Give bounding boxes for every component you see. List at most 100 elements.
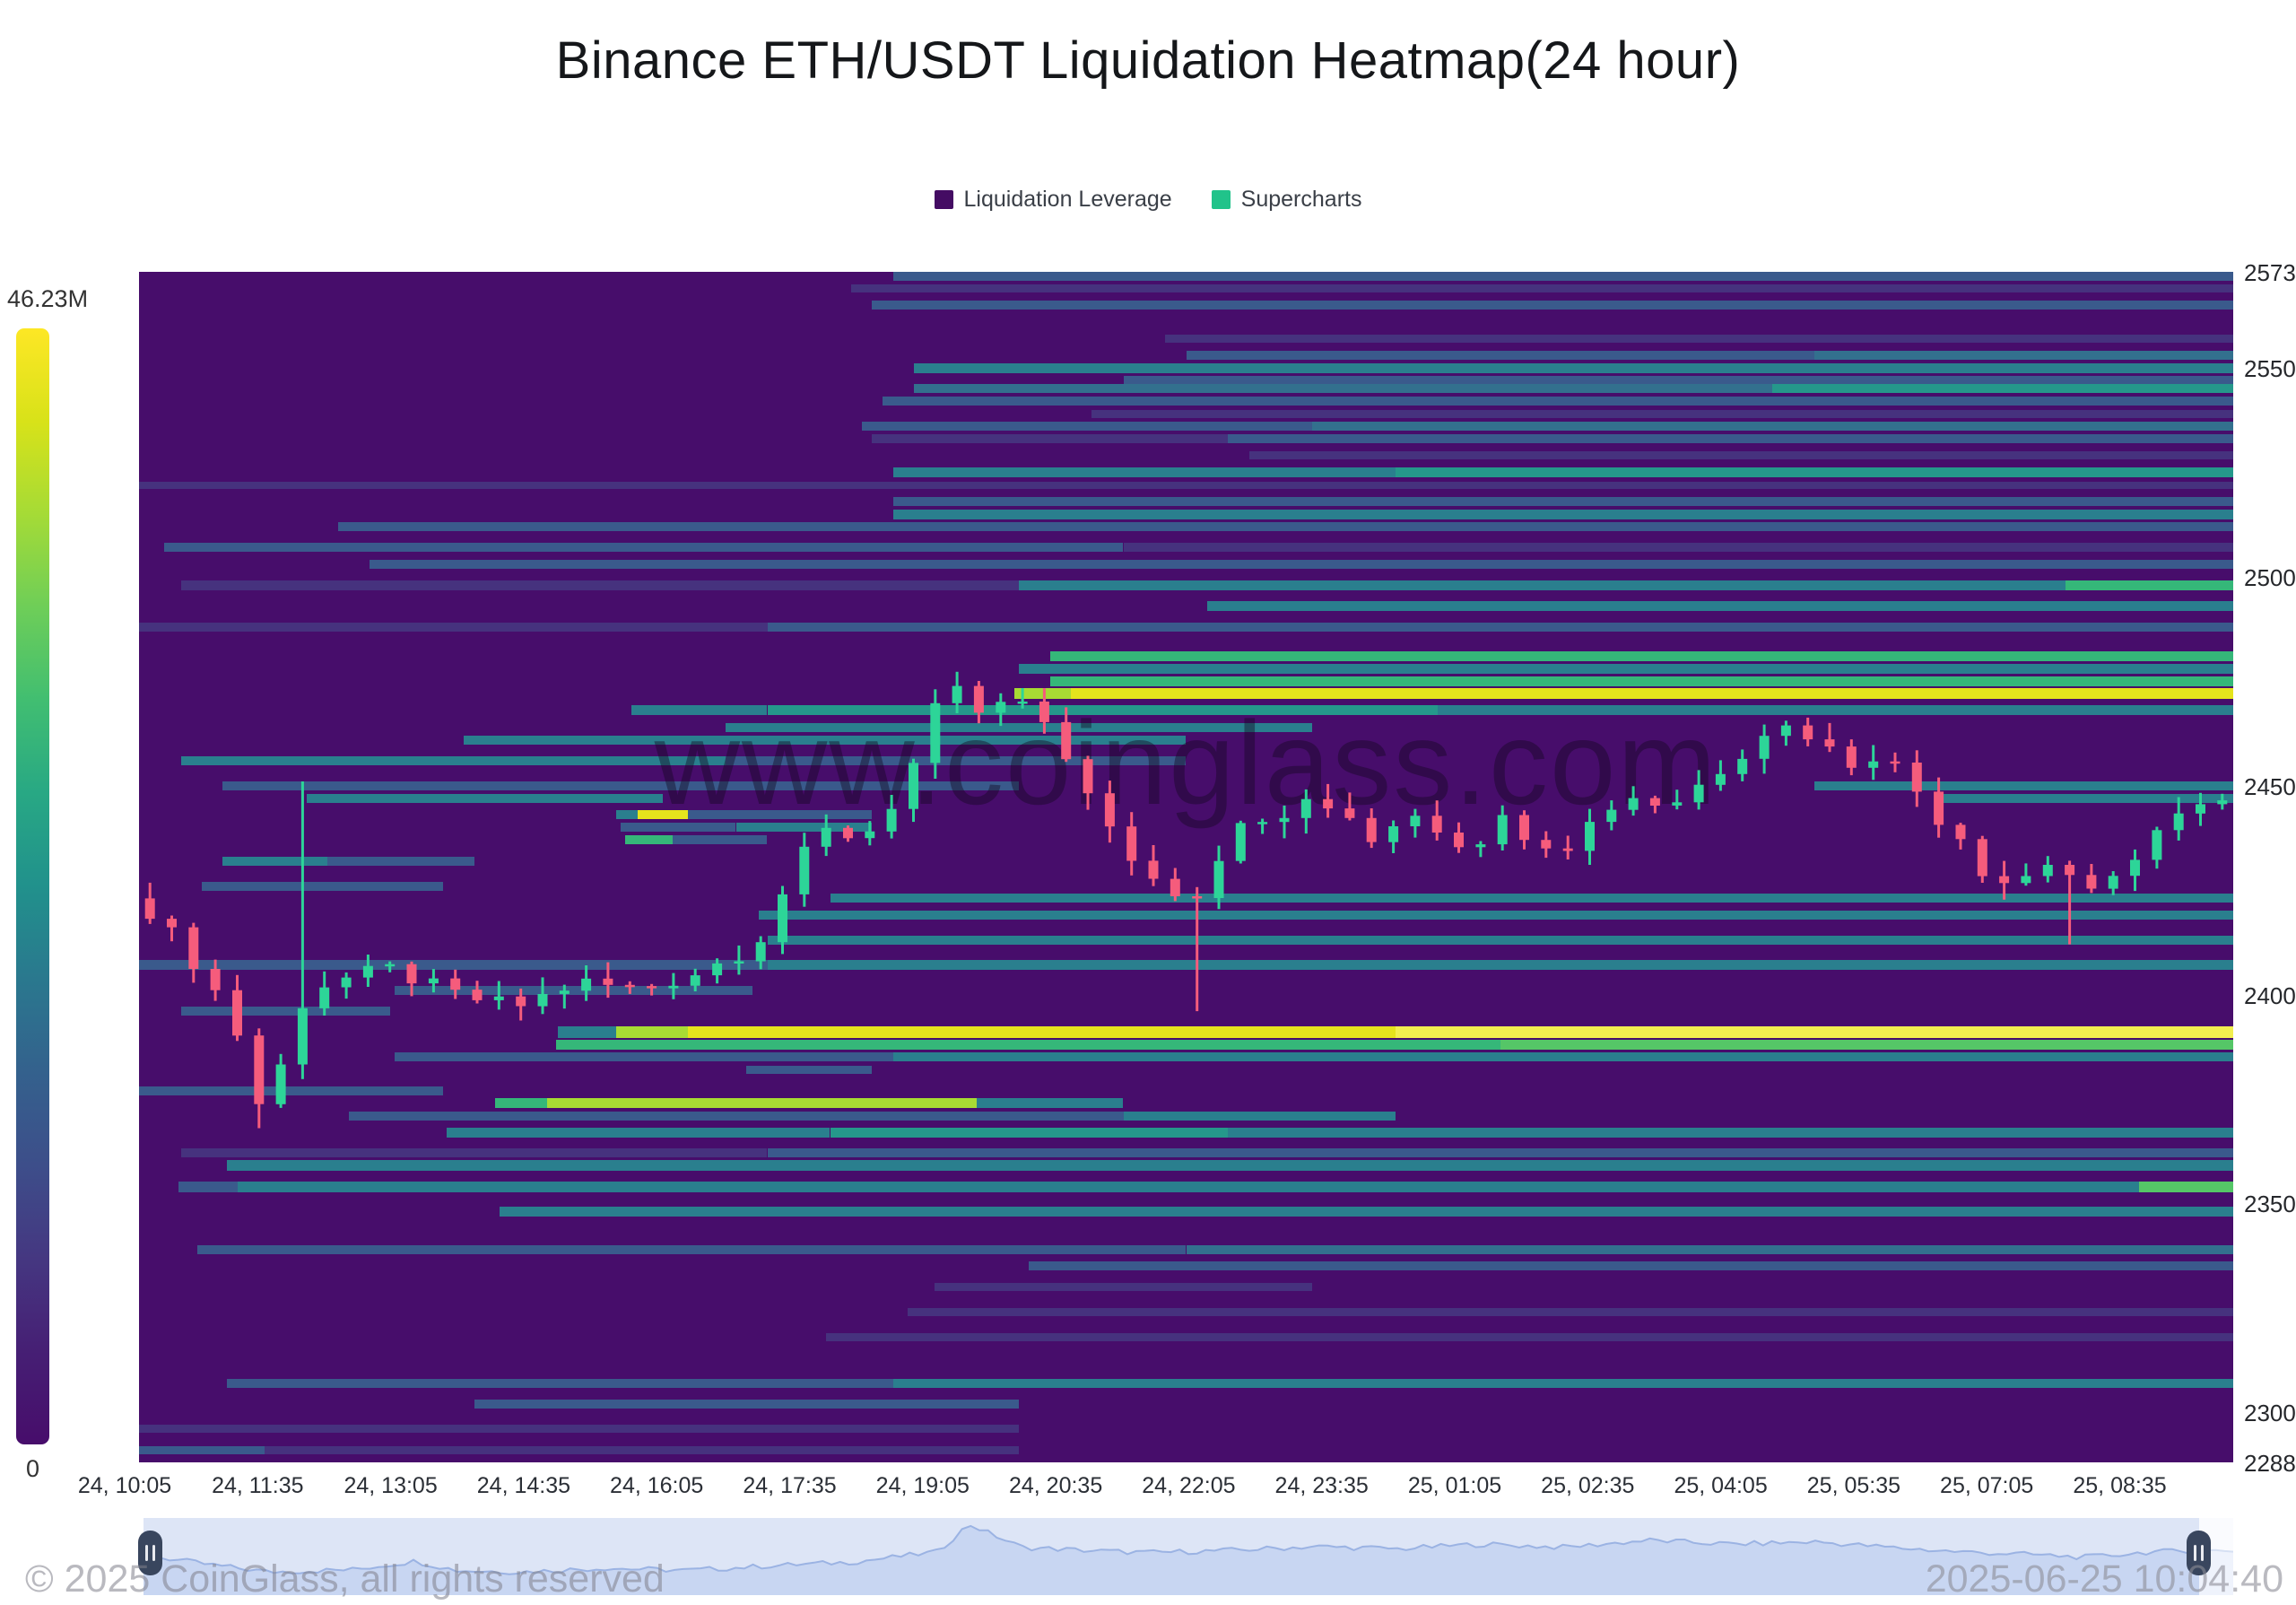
- navigator-area-chart: [144, 1524, 2233, 1595]
- candle-body: [1170, 878, 1180, 896]
- candle-body: [930, 702, 941, 763]
- liquidation-band: [1206, 601, 2233, 611]
- price-candlestick-layer: [144, 671, 2228, 1129]
- candle-body: [254, 1035, 265, 1104]
- candle-body: [341, 977, 352, 988]
- liquidation-band: [369, 559, 2233, 569]
- candle-body: [734, 961, 744, 964]
- time-axis-label: 24, 22:05: [1142, 1473, 1236, 1498]
- time-axis-label: 24, 13:05: [344, 1473, 438, 1498]
- liquidation-band: [139, 960, 768, 971]
- time-axis-label: 24, 20:35: [1008, 1473, 1103, 1498]
- candle-body: [712, 963, 723, 976]
- heatmap-plot-area[interactable]: www.coinglass.com: [139, 272, 2233, 1462]
- navigator-right-handle[interactable]: [2187, 1531, 2211, 1575]
- price-axis-label: 2300: [2244, 1400, 2296, 1427]
- candle-body: [2065, 865, 2075, 876]
- candle-body: [624, 984, 635, 988]
- liquidation-band: [1228, 1127, 2233, 1138]
- candle-body: [1475, 844, 1486, 848]
- liquidation-band: [616, 1025, 688, 1038]
- time-axis-label: 24, 23:35: [1274, 1473, 1369, 1498]
- candle-body: [1279, 817, 1290, 823]
- liquidation-band: [1248, 451, 2233, 460]
- candle-body: [275, 1064, 286, 1104]
- liquidation-band: [558, 1025, 617, 1038]
- liquidation-band: [2066, 580, 2233, 590]
- liquidation-band: [1071, 688, 2233, 700]
- candle-body: [1715, 773, 1726, 785]
- legend-item-supercharts[interactable]: Supercharts: [1211, 187, 1361, 213]
- snapshot-timestamp: 2025-06-25 10:04:40: [1925, 1557, 2283, 1601]
- candle-body: [952, 685, 962, 703]
- liquidation-band: [1014, 688, 1071, 700]
- candle-wick: [628, 981, 631, 994]
- candle-body: [1628, 798, 1639, 810]
- liquidation-band: [1186, 351, 1814, 361]
- candle-wick: [1196, 886, 1199, 1012]
- time-axis-label: 25, 01:05: [1407, 1473, 1502, 1498]
- candle-wick: [1261, 818, 1265, 834]
- liquidation-band: [227, 1160, 2233, 1172]
- liquidation-band: [139, 1086, 443, 1095]
- candle-body: [428, 978, 439, 984]
- candle-wick: [1828, 722, 1831, 753]
- candle-body: [2217, 800, 2228, 805]
- candle-body: [886, 808, 897, 832]
- liquidation-band: [1165, 335, 2233, 343]
- colorbar-gradient: [16, 328, 49, 1444]
- liquidation-band: [180, 1148, 768, 1158]
- price-axis-label: 2350: [2244, 1191, 2296, 1218]
- candle-body: [1104, 793, 1115, 827]
- liquidation-band: [348, 1111, 1124, 1121]
- liquidation-leverage-swatch-icon: [934, 190, 953, 209]
- navigator-left-handle[interactable]: [138, 1531, 162, 1575]
- liquidation-band: [447, 1127, 831, 1138]
- candle-body: [1977, 839, 1987, 877]
- liquidation-band: [237, 1181, 2139, 1192]
- liquidation-band: [222, 856, 328, 866]
- liquidation-band: [1018, 663, 2233, 674]
- liquidation-band: [327, 856, 474, 866]
- liquidation-band: [850, 284, 2233, 293]
- liquidation-band: [687, 810, 873, 820]
- liquidation-band: [139, 481, 2233, 489]
- liquidation-band: [914, 362, 2233, 373]
- liquidation-band: [914, 384, 1773, 394]
- candle-body: [2173, 813, 2184, 831]
- liquidation-band: [687, 1025, 1396, 1038]
- liquidation-band: [830, 1127, 1229, 1138]
- liquidation-band: [1228, 434, 2233, 444]
- liquidation-band: [1437, 705, 2233, 716]
- candle-body: [1780, 725, 1791, 737]
- candle-body: [1562, 848, 1573, 851]
- liquidation-band: [180, 1007, 391, 1016]
- price-axis-label: 2288: [2244, 1450, 2296, 1477]
- liquidation-band: [977, 1098, 1124, 1109]
- candle-wick: [1566, 835, 1570, 859]
- candle-body: [690, 975, 700, 986]
- candle-body: [297, 1007, 308, 1065]
- liquidation-band: [1049, 650, 2233, 661]
- liquidation-band: [892, 509, 2233, 519]
- candle-wick: [300, 781, 304, 1079]
- candle-body: [996, 702, 1006, 713]
- liquidation-band: [197, 1244, 1187, 1254]
- candle-body: [210, 969, 221, 990]
- time-axis-label: 24, 10:05: [77, 1473, 172, 1498]
- liquidation-band: [474, 1399, 1019, 1409]
- liquidation-band: [892, 467, 1396, 477]
- candle-body: [1541, 840, 1552, 849]
- navigator-selected-range[interactable]: [144, 1518, 2199, 1595]
- candle-body: [1257, 822, 1268, 824]
- price-axis-label: 2573: [2244, 259, 2296, 286]
- candle-body: [1868, 761, 1879, 768]
- liquidation-band: [2138, 1181, 2233, 1192]
- liquidation-band: [637, 810, 688, 820]
- legend-item-liquidation-leverage[interactable]: Liquidation Leverage: [934, 187, 1172, 213]
- candle-body: [1126, 826, 1137, 861]
- range-navigator[interactable]: [138, 1518, 2233, 1595]
- liquidation-band: [337, 522, 2233, 531]
- liquidation-band: [616, 810, 638, 820]
